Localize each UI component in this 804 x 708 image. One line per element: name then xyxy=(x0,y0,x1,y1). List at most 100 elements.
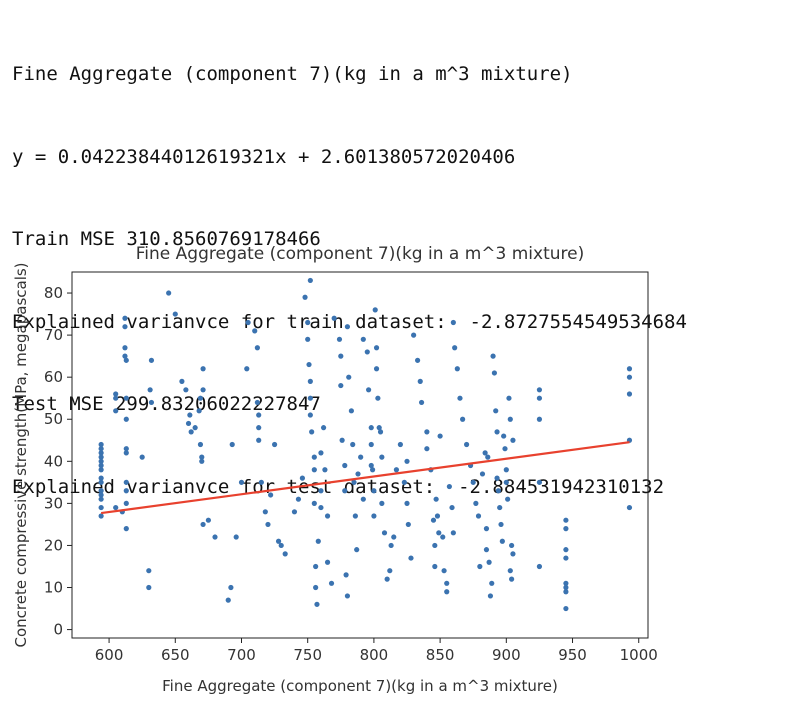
data-point xyxy=(245,319,251,326)
data-point xyxy=(307,395,313,401)
regression-line xyxy=(100,441,630,515)
output-line: Explained varianvce for train dataset: -… xyxy=(12,310,687,333)
data-point xyxy=(200,387,206,393)
data-point xyxy=(440,534,446,540)
data-point xyxy=(470,479,476,485)
output-line: Test MSE 299.83206022227847 xyxy=(12,393,321,415)
data-point xyxy=(381,530,388,536)
data-point xyxy=(113,395,119,401)
data-point xyxy=(166,290,172,296)
y-tick-label: 10 xyxy=(44,579,63,597)
data-point xyxy=(536,479,543,485)
data-point xyxy=(446,483,452,490)
data-point xyxy=(626,366,633,372)
data-point xyxy=(563,547,569,553)
data-point xyxy=(475,513,482,519)
data-point xyxy=(344,324,351,330)
data-point xyxy=(626,374,633,380)
plot-area: 600 650 700 750 800 850 900 950 1000 0 10 20 30 40 50 6… xyxy=(44,277,658,664)
data-point xyxy=(503,479,509,485)
y-axis-label: Concrete compressive strength(MPa, megap… xyxy=(12,262,30,647)
data-point xyxy=(311,467,317,473)
data-point xyxy=(373,366,380,372)
data-point xyxy=(563,580,569,586)
data-point xyxy=(278,542,284,549)
data-point xyxy=(379,500,385,506)
data-point xyxy=(346,374,352,380)
x-tick-label: 600 xyxy=(95,646,124,664)
data-point xyxy=(424,446,430,452)
y-tick-label: 0 xyxy=(53,621,63,639)
y-tick-label: 40 xyxy=(44,452,63,470)
data-point xyxy=(338,353,344,359)
data-point xyxy=(424,429,430,435)
data-point xyxy=(311,500,317,506)
data-point xyxy=(417,378,423,384)
data-point xyxy=(483,547,490,553)
x-tick-label: 1000 xyxy=(620,646,658,664)
data-point xyxy=(256,425,262,431)
y-tick-label: 50 xyxy=(44,410,63,428)
data-point xyxy=(536,387,543,393)
data-point xyxy=(113,504,119,511)
data-point xyxy=(98,450,104,456)
scatter-chart: Fine Aggregate (component 7)(kg in a m^3… xyxy=(12,244,658,695)
data-point xyxy=(183,387,189,393)
data-point xyxy=(122,315,128,321)
data-point xyxy=(483,526,490,532)
data-point xyxy=(122,353,128,359)
data-point xyxy=(244,366,250,372)
data-point xyxy=(200,521,206,528)
data-point xyxy=(626,504,633,511)
data-point xyxy=(436,530,442,536)
data-point xyxy=(315,538,321,544)
data-point xyxy=(172,311,178,317)
x-axis-label: Fine Aggregate (component 7)(kg in a m^3… xyxy=(162,677,558,695)
data-point xyxy=(501,433,507,439)
output-line: y = 0.04223844012619321x + 2.60138057202… xyxy=(12,145,516,168)
data-point xyxy=(354,547,360,553)
data-point xyxy=(404,500,410,506)
data-point xyxy=(452,345,458,351)
data-point xyxy=(433,496,439,502)
x-tick-label: 700 xyxy=(227,646,256,664)
data-point xyxy=(502,446,508,452)
data-point xyxy=(351,479,357,485)
data-point xyxy=(197,441,204,448)
data-point xyxy=(146,568,152,574)
data-point xyxy=(437,433,443,439)
y-tick-label: 30 xyxy=(44,494,63,512)
data-point xyxy=(342,488,348,494)
data-point xyxy=(404,458,410,464)
data-point xyxy=(485,454,491,460)
data-point xyxy=(268,492,274,498)
data-point xyxy=(444,589,450,595)
data-point xyxy=(482,450,488,456)
data-point xyxy=(324,559,331,565)
data-point xyxy=(507,568,513,574)
data-point xyxy=(401,479,407,485)
data-point xyxy=(98,492,104,498)
data-point xyxy=(626,391,633,397)
data-point xyxy=(473,500,479,506)
data-point xyxy=(384,576,390,582)
data-point xyxy=(372,307,378,313)
data-point xyxy=(146,584,152,591)
data-point xyxy=(123,488,129,494)
data-point xyxy=(344,593,351,599)
data-point xyxy=(379,454,385,460)
data-point xyxy=(262,509,268,515)
data-point xyxy=(305,319,311,326)
data-point xyxy=(238,479,245,485)
data-point xyxy=(265,521,271,528)
data-point xyxy=(563,517,569,523)
output-line: Explained varianvce for test dataset: -2… xyxy=(12,475,665,498)
data-point xyxy=(497,504,503,511)
data-point xyxy=(98,467,104,473)
data-point xyxy=(197,395,204,401)
data-point xyxy=(282,551,288,557)
data-point xyxy=(98,458,104,464)
data-point xyxy=(494,429,500,435)
data-point xyxy=(368,441,374,448)
data-point xyxy=(200,366,206,372)
